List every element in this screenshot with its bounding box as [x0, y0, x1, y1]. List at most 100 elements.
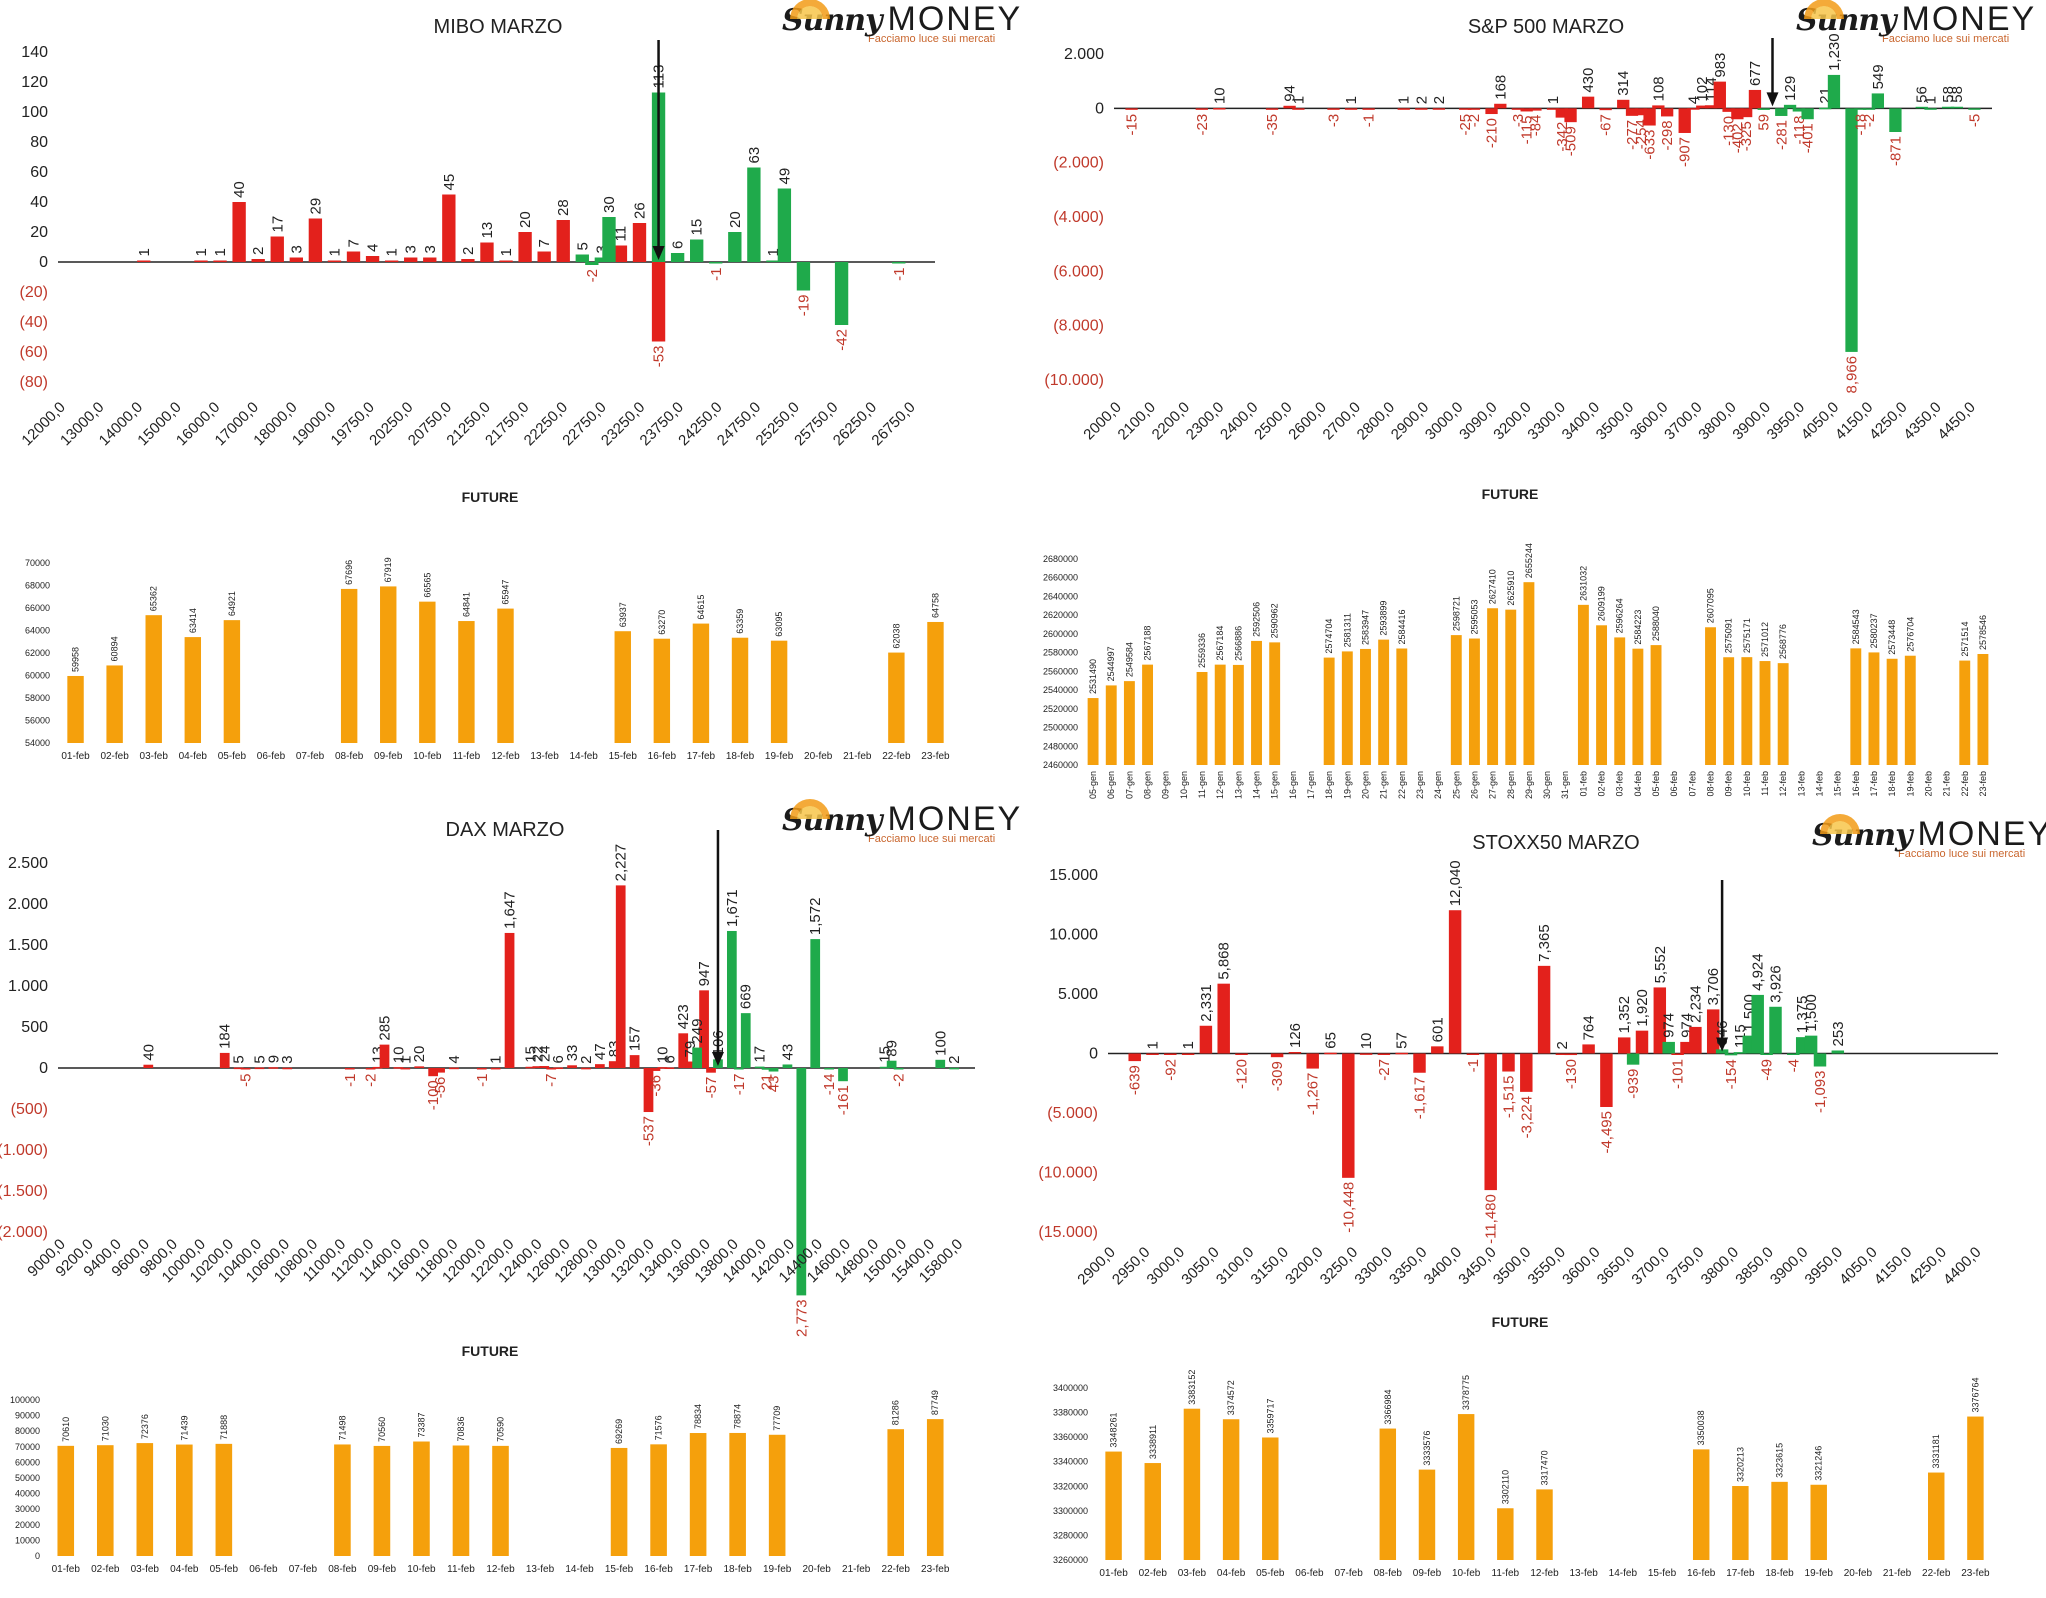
x-tick-label: 22-gen [1397, 771, 1407, 799]
logo-tagline: Facciamo luce sui mercati [1898, 848, 2026, 860]
chart-title: DAX MARZO [446, 819, 565, 841]
x-tick-label: 01-feb [61, 751, 90, 762]
x-tick-label: 13-gen [1233, 771, 1243, 799]
bar [136, 1443, 154, 1556]
x-tick-label: 3250,0 [1317, 1244, 1361, 1288]
data-label: 2607095 [1706, 588, 1716, 623]
chart-title: STOXX50 MARZO [1472, 832, 1639, 854]
bar [1977, 653, 1989, 765]
bar [879, 1066, 890, 1069]
bar [1582, 1044, 1595, 1054]
x-tick-label: 02-feb [100, 751, 129, 762]
data-label: -36 [647, 1075, 664, 1097]
bar [1251, 640, 1262, 765]
data-label: 2576704 [1905, 617, 1915, 652]
y-tick-label: 2560000 [1043, 666, 1078, 676]
x-tick-label: 13-feb [526, 1564, 555, 1575]
y-tick-label: 62000 [25, 648, 50, 658]
dax-future-chart-svg: FUTURE1000009000080000700006000050000400… [10, 1343, 950, 1575]
y-tick-label: 2520000 [1043, 704, 1078, 714]
bar [419, 601, 436, 743]
data-label: 3374572 [1226, 1380, 1236, 1415]
x-tick-label: 11-feb [1760, 771, 1770, 796]
data-label: 62038 [891, 624, 901, 649]
data-label: 63270 [657, 610, 667, 635]
x-tick-label: 22-feb [882, 1564, 911, 1575]
x-tick-label: 19-feb [763, 1564, 792, 1575]
y-tick-label: (1.000) [0, 1142, 48, 1159]
x-tick-label: 13-feb [1569, 1568, 1598, 1579]
data-label: 59958 [71, 647, 81, 672]
bar [435, 1068, 445, 1073]
x-tick-label: 3500,0 [1490, 1244, 1534, 1288]
x-tick-label: 11-feb [447, 1564, 475, 1575]
y-tick-label: (80) [20, 374, 48, 391]
bar [581, 1067, 591, 1070]
bar [1232, 664, 1244, 765]
x-tick-label: 3900,0 [1767, 1244, 1811, 1288]
bar [553, 1067, 564, 1070]
y-tick-label: 120 [21, 74, 48, 91]
bar [499, 260, 513, 262]
y-tick-label: 3280000 [1053, 1530, 1088, 1540]
bar [1523, 582, 1535, 765]
x-tick-label: 3300,0 [1351, 1244, 1395, 1288]
x-tick-label: 2300,0 [1183, 399, 1227, 443]
bar [761, 1068, 772, 1070]
data-label: 65947 [501, 580, 511, 605]
data-label: 49 [776, 168, 793, 185]
y-tick-label: 2600000 [1043, 629, 1078, 639]
bar [1324, 1052, 1337, 1055]
data-label: 5 [251, 1055, 268, 1063]
data-label: 77709 [772, 1406, 782, 1431]
bar [1467, 108, 1481, 110]
data-label: 63 [746, 147, 763, 164]
x-tick-label: 15-gen [1270, 771, 1280, 799]
x-tick-label: 08-feb [1706, 771, 1716, 797]
x-tick-label: 06-feb [249, 1564, 278, 1575]
bar [689, 1433, 707, 1556]
sunny-money-logo: Sunny MONEY Facciamo luce sui mercati [1812, 814, 2046, 860]
bar [1217, 983, 1230, 1054]
x-tick-label: 15-feb [1648, 1568, 1677, 1579]
data-label: -401 [1800, 123, 1817, 153]
data-label: 58 [1940, 86, 1957, 103]
x-tick-label: 05-feb [218, 751, 247, 762]
x-tick-label: 19-feb [1805, 1568, 1834, 1579]
data-label: -277 [1624, 120, 1641, 150]
data-label: 10 [390, 1046, 407, 1063]
x-tick-label: 17-feb [1726, 1568, 1755, 1579]
bar [1564, 108, 1577, 123]
data-label: 184 [217, 1024, 234, 1049]
x-tick-label: 10-feb [1742, 771, 1752, 797]
x-tick-label: 12-feb [491, 751, 520, 762]
data-label: 1 [1180, 1041, 1197, 1049]
data-label: 2544997 [1106, 646, 1116, 681]
data-label: -1 [342, 1074, 359, 1087]
x-tick-label: 05-feb [1651, 771, 1661, 797]
bar [1845, 108, 1858, 352]
data-label: 10 [654, 1046, 671, 1063]
bar [1771, 1481, 1788, 1560]
y-tick-label: 56000 [25, 716, 50, 726]
bar [492, 1445, 509, 1556]
bar [1431, 1046, 1444, 1054]
data-label: 29 [307, 198, 324, 215]
data-label: 3383152 [1187, 1370, 1197, 1405]
data-label: -509 [1563, 126, 1580, 156]
y-tick-label: 140 [21, 44, 48, 61]
data-label: 2,234 [1687, 985, 1704, 1023]
x-tick-label: 14-feb [1814, 771, 1824, 797]
data-label: 71576 [654, 1415, 664, 1440]
data-label: -57 [703, 1077, 720, 1099]
data-label: 3302110 [1500, 1470, 1510, 1504]
y-tick-label: 2660000 [1043, 573, 1078, 583]
data-label: 1 [136, 248, 153, 256]
data-label: 3366984 [1383, 1390, 1393, 1425]
data-label: 100 [932, 1031, 949, 1056]
y-tick-label: (4.000) [1053, 209, 1104, 226]
data-label: -871 [1887, 136, 1904, 166]
bar [1105, 685, 1117, 765]
bar [1635, 1030, 1649, 1054]
data-label: 2609199 [1597, 586, 1607, 621]
